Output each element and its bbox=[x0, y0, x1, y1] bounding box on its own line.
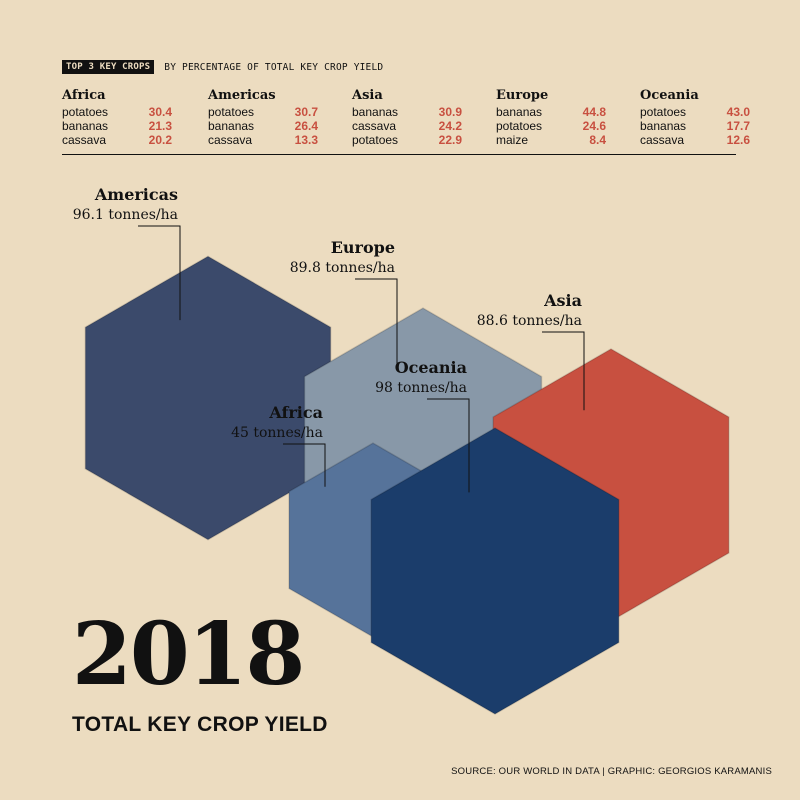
leader-line-europe bbox=[355, 278, 398, 370]
crop-percentage: 30.4 bbox=[148, 105, 172, 119]
crop-row: cassava 24.2 bbox=[352, 119, 462, 133]
crop-percentage: 21.3 bbox=[148, 119, 172, 133]
region-label-africa: Africa bbox=[268, 403, 323, 422]
crop-percentage: 22.9 bbox=[438, 133, 462, 147]
crop-percentage: 24.6 bbox=[582, 119, 606, 133]
region-label-oceania: Oceania bbox=[395, 358, 467, 377]
crops-table: Africa potatoes 30.4 bananas 21.3 cassava 20.2… bbox=[62, 88, 750, 147]
region-title: Oceania bbox=[640, 88, 699, 103]
region-title: Africa bbox=[62, 88, 106, 103]
crop-name: bananas bbox=[496, 105, 543, 119]
crop-row: bananas 21.3 bbox=[62, 119, 172, 133]
leader-line-africa bbox=[283, 443, 326, 487]
region-label-europe: Europe bbox=[331, 238, 395, 257]
crop-row: bananas 30.9 bbox=[352, 105, 462, 119]
header-subtitle: BY PERCENTAGE OF TOTAL KEY CROP YIELD bbox=[164, 61, 384, 73]
crop-percentage: 20.2 bbox=[148, 133, 172, 147]
value-label-oceania: 98 tonnes/ha bbox=[375, 380, 467, 396]
crop-row: potatoes 30.4 bbox=[62, 105, 172, 119]
value-label-asia: 88.6 tonnes/ha bbox=[477, 313, 582, 329]
crop-percentage: 12.6 bbox=[726, 133, 750, 147]
region-column-oceania: Oceania potatoes 43.0 bananas 17.7 cassava 12.… bbox=[640, 88, 750, 147]
region-title: Asia bbox=[352, 88, 383, 103]
region-column-asia: Asia bananas 30.9 cassava 24.2 potatoes 22.9 bbox=[352, 88, 462, 147]
crop-percentage: 30.7 bbox=[294, 105, 318, 119]
region-label-americas: Americas bbox=[94, 185, 178, 204]
crop-percentage: 17.7 bbox=[726, 119, 750, 133]
crop-name: potatoes bbox=[352, 133, 399, 147]
crop-name: cassava bbox=[352, 119, 397, 133]
crop-name: bananas bbox=[352, 105, 399, 119]
crop-name: cassava bbox=[208, 133, 253, 147]
crop-percentage: 44.8 bbox=[582, 105, 606, 119]
crop-name: maize bbox=[496, 133, 529, 147]
crop-name: bananas bbox=[62, 119, 109, 133]
crop-row: cassava 20.2 bbox=[62, 133, 172, 147]
crop-row: bananas 26.4 bbox=[208, 119, 318, 133]
leader-line-americas bbox=[138, 225, 181, 321]
region-label-asia: Asia bbox=[543, 291, 582, 310]
crop-name: potatoes bbox=[62, 105, 109, 119]
value-label-americas: 96.1 tonnes/ha bbox=[73, 207, 178, 223]
crop-row: bananas 44.8 bbox=[496, 105, 606, 119]
region-column-europe: Europe bananas 44.8 potatoes 24.6 maize 8.4 bbox=[496, 88, 606, 147]
crop-name: potatoes bbox=[496, 119, 543, 133]
crop-name: potatoes bbox=[208, 105, 255, 119]
crop-percentage: 43.0 bbox=[726, 105, 750, 119]
crop-row: bananas 17.7 bbox=[640, 119, 750, 133]
crop-name: bananas bbox=[208, 119, 255, 133]
crop-percentage: 13.3 bbox=[294, 133, 318, 147]
crop-percentage: 8.4 bbox=[589, 133, 606, 147]
crop-row: potatoes 22.9 bbox=[352, 133, 462, 147]
hexagon-oceania bbox=[370, 427, 620, 715]
chart-title: TOTAL KEY CROP YIELD bbox=[72, 713, 328, 736]
value-label-africa: 45 tonnes/ha bbox=[231, 425, 323, 441]
divider bbox=[62, 154, 736, 155]
year-label: 2018 bbox=[72, 604, 305, 705]
region-column-americas: Americas potatoes 30.7 bananas 26.4 cassava 13… bbox=[208, 88, 318, 147]
hexagon-americas bbox=[84, 255, 332, 541]
crop-percentage: 26.4 bbox=[294, 119, 318, 133]
source-note: SOURCE: OUR WORLD IN DATA | GRAPHIC: GEO… bbox=[451, 766, 772, 777]
crop-row: potatoes 30.7 bbox=[208, 105, 318, 119]
crop-row: maize 8.4 bbox=[496, 133, 606, 147]
crop-name: potatoes bbox=[640, 105, 687, 119]
region-column-africa: Africa potatoes 30.4 bananas 21.3 cassava 20.2 bbox=[62, 88, 172, 147]
table-header: TOP 3 KEY CROPS BY PERCENTAGE OF TOTAL K… bbox=[62, 60, 383, 74]
crop-name: bananas bbox=[640, 119, 687, 133]
leader-line-asia bbox=[542, 331, 585, 411]
value-label-europe: 89.8 tonnes/ha bbox=[290, 260, 395, 276]
crop-name: cassava bbox=[640, 133, 685, 147]
crop-row: potatoes 43.0 bbox=[640, 105, 750, 119]
crop-row: potatoes 24.6 bbox=[496, 119, 606, 133]
crop-name: cassava bbox=[62, 133, 107, 147]
crop-row: cassava 13.3 bbox=[208, 133, 318, 147]
crop-percentage: 30.9 bbox=[438, 105, 462, 119]
header-tag: TOP 3 KEY CROPS bbox=[62, 60, 155, 74]
leader-line-oceania bbox=[427, 398, 470, 493]
region-title: Americas bbox=[208, 88, 276, 103]
crop-row: cassava 12.6 bbox=[640, 133, 750, 147]
region-title: Europe bbox=[496, 88, 549, 103]
crop-percentage: 24.2 bbox=[438, 119, 462, 133]
